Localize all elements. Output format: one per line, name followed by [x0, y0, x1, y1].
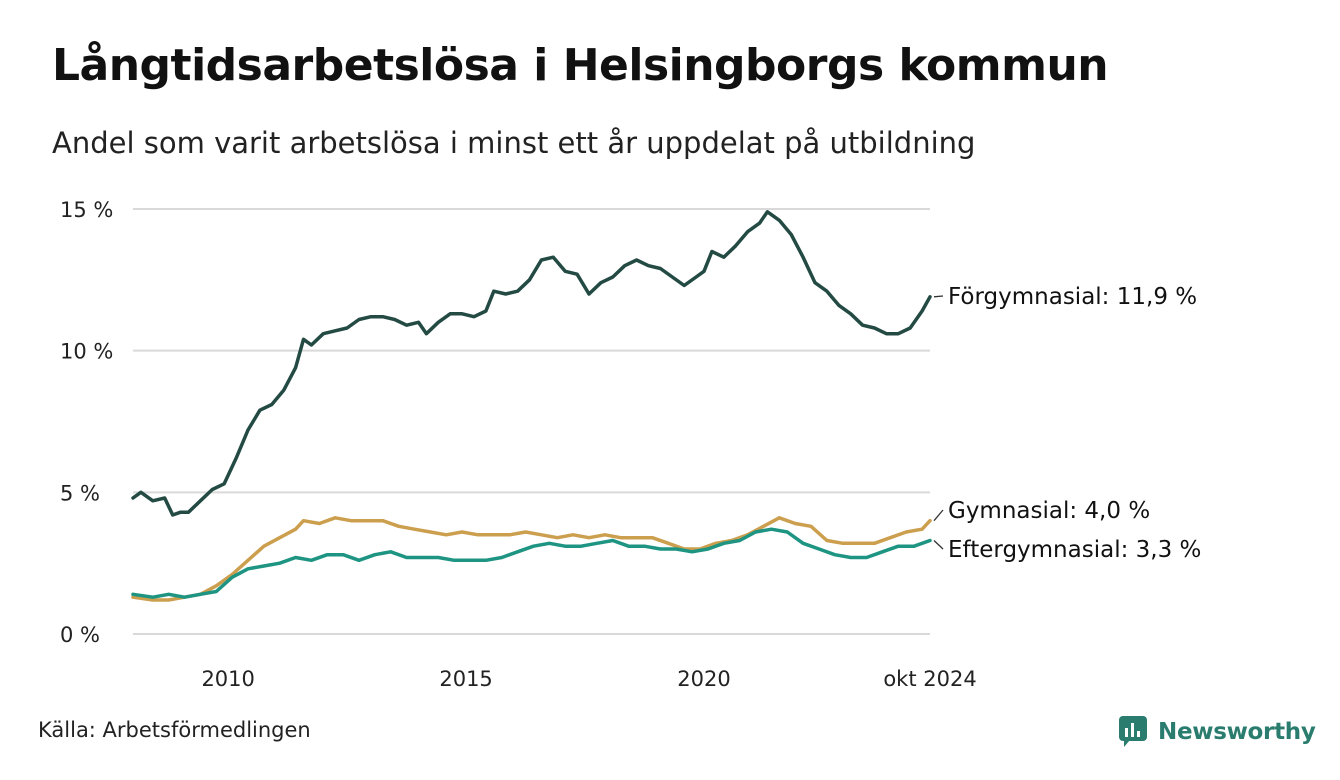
grid-layer — [133, 208, 930, 635]
y-tick-label: 0 % — [60, 623, 100, 647]
series-line-eftergymnasial — [131, 527, 932, 599]
series-layer — [131, 210, 932, 602]
brand-name: Newsworthy — [1158, 719, 1316, 745]
series-line-gymnasial — [131, 516, 932, 602]
end-label-gymnasial: Gymnasial: 4,0 % — [948, 498, 1150, 524]
brand[interactable]: Newsworthy — [1118, 712, 1316, 752]
end-label-eftergymnasial: Eftergymnasial: 3,3 % — [948, 537, 1201, 563]
end-label-leader — [933, 295, 944, 298]
page-subtitle: Andel som varit arbetslösa i minst ett å… — [52, 126, 976, 160]
series-line-förgymnasial — [131, 210, 932, 517]
axis-layer: 0 % 5 % 10 % 15 % 2010 2015 2020 okt 2024 — [60, 198, 977, 691]
x-tick-label: okt 2024 — [883, 667, 976, 691]
end-label-förgymnasial: Förgymnasial: 11,9 % — [948, 284, 1197, 310]
x-tick-label: 2010 — [201, 667, 254, 691]
y-tick-label: 5 % — [60, 481, 100, 505]
label-layer: Förgymnasial: 11,9 % Gymnasial: 4,0 % Efte… — [933, 284, 1201, 563]
x-tick-label: 2015 — [439, 667, 492, 691]
y-tick-label: 10 % — [60, 340, 113, 364]
line-chart: 0 % 5 % 10 % 15 % 2010 2015 2020 okt 2024 Förgy… — [60, 198, 1201, 691]
x-tick-label: 2020 — [677, 667, 730, 691]
end-label-leader — [933, 540, 944, 550]
end-label-leader — [933, 509, 944, 522]
y-tick-label: 15 % — [60, 198, 113, 222]
page-title: Långtidsarbetslösa i Helsingborgs kommun — [52, 40, 1109, 91]
source-note: Källa: Arbetsförmedlingen — [38, 718, 311, 742]
newsworthy-logo-icon — [1119, 716, 1147, 747]
